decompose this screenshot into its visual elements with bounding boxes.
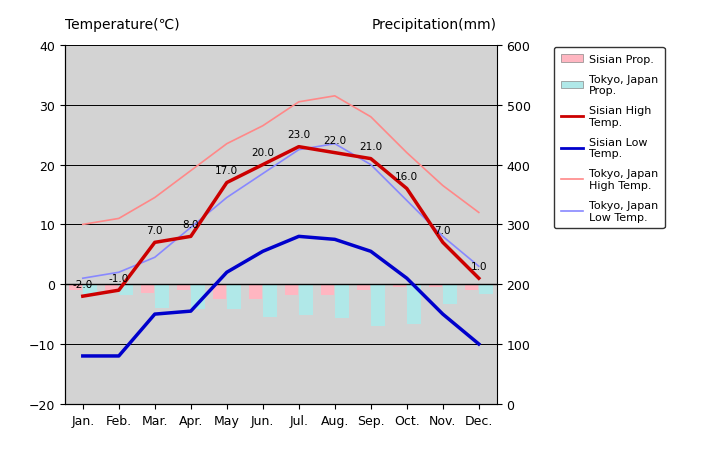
Text: 22.0: 22.0 [323,136,346,146]
Text: 7.0: 7.0 [435,226,451,235]
Text: -1.0: -1.0 [109,274,129,283]
Bar [84,285,96,295]
Text: Precipitation(mm): Precipitation(mm) [372,17,497,32]
Bar [479,285,492,295]
Bar [428,285,442,287]
Bar [407,285,420,324]
Bar [320,285,334,296]
Bar [335,285,348,318]
Text: Temperature(℃): Temperature(℃) [65,17,179,32]
Bar [371,285,384,326]
Bar [191,285,204,309]
Text: 21.0: 21.0 [359,142,382,152]
Bar [227,285,240,309]
Text: 7.0: 7.0 [147,226,163,235]
Bar [465,285,478,291]
Text: 8.0: 8.0 [183,220,199,230]
Bar [248,285,262,300]
Bar [392,285,406,287]
Legend: Sisian Prop., Tokyo, Japan
Prop., Sisian High
Temp., Sisian Low
Temp., Tokyo, Ja: Sisian Prop., Tokyo, Japan Prop., Sisian… [554,48,665,229]
Text: 16.0: 16.0 [395,172,418,182]
Bar [284,285,298,296]
Bar [213,285,226,300]
Bar [141,285,154,294]
Bar [264,285,276,318]
Bar [119,285,132,296]
Text: 1.0: 1.0 [471,262,487,271]
Text: -2.0: -2.0 [73,280,93,289]
Bar [300,285,312,315]
Text: 20.0: 20.0 [251,148,274,158]
Bar [177,285,190,291]
Bar [69,285,82,291]
Bar [105,285,118,291]
Text: 17.0: 17.0 [215,166,238,176]
Bar [156,285,168,308]
Bar [443,285,456,304]
Text: 23.0: 23.0 [287,130,310,140]
Bar [356,285,370,291]
